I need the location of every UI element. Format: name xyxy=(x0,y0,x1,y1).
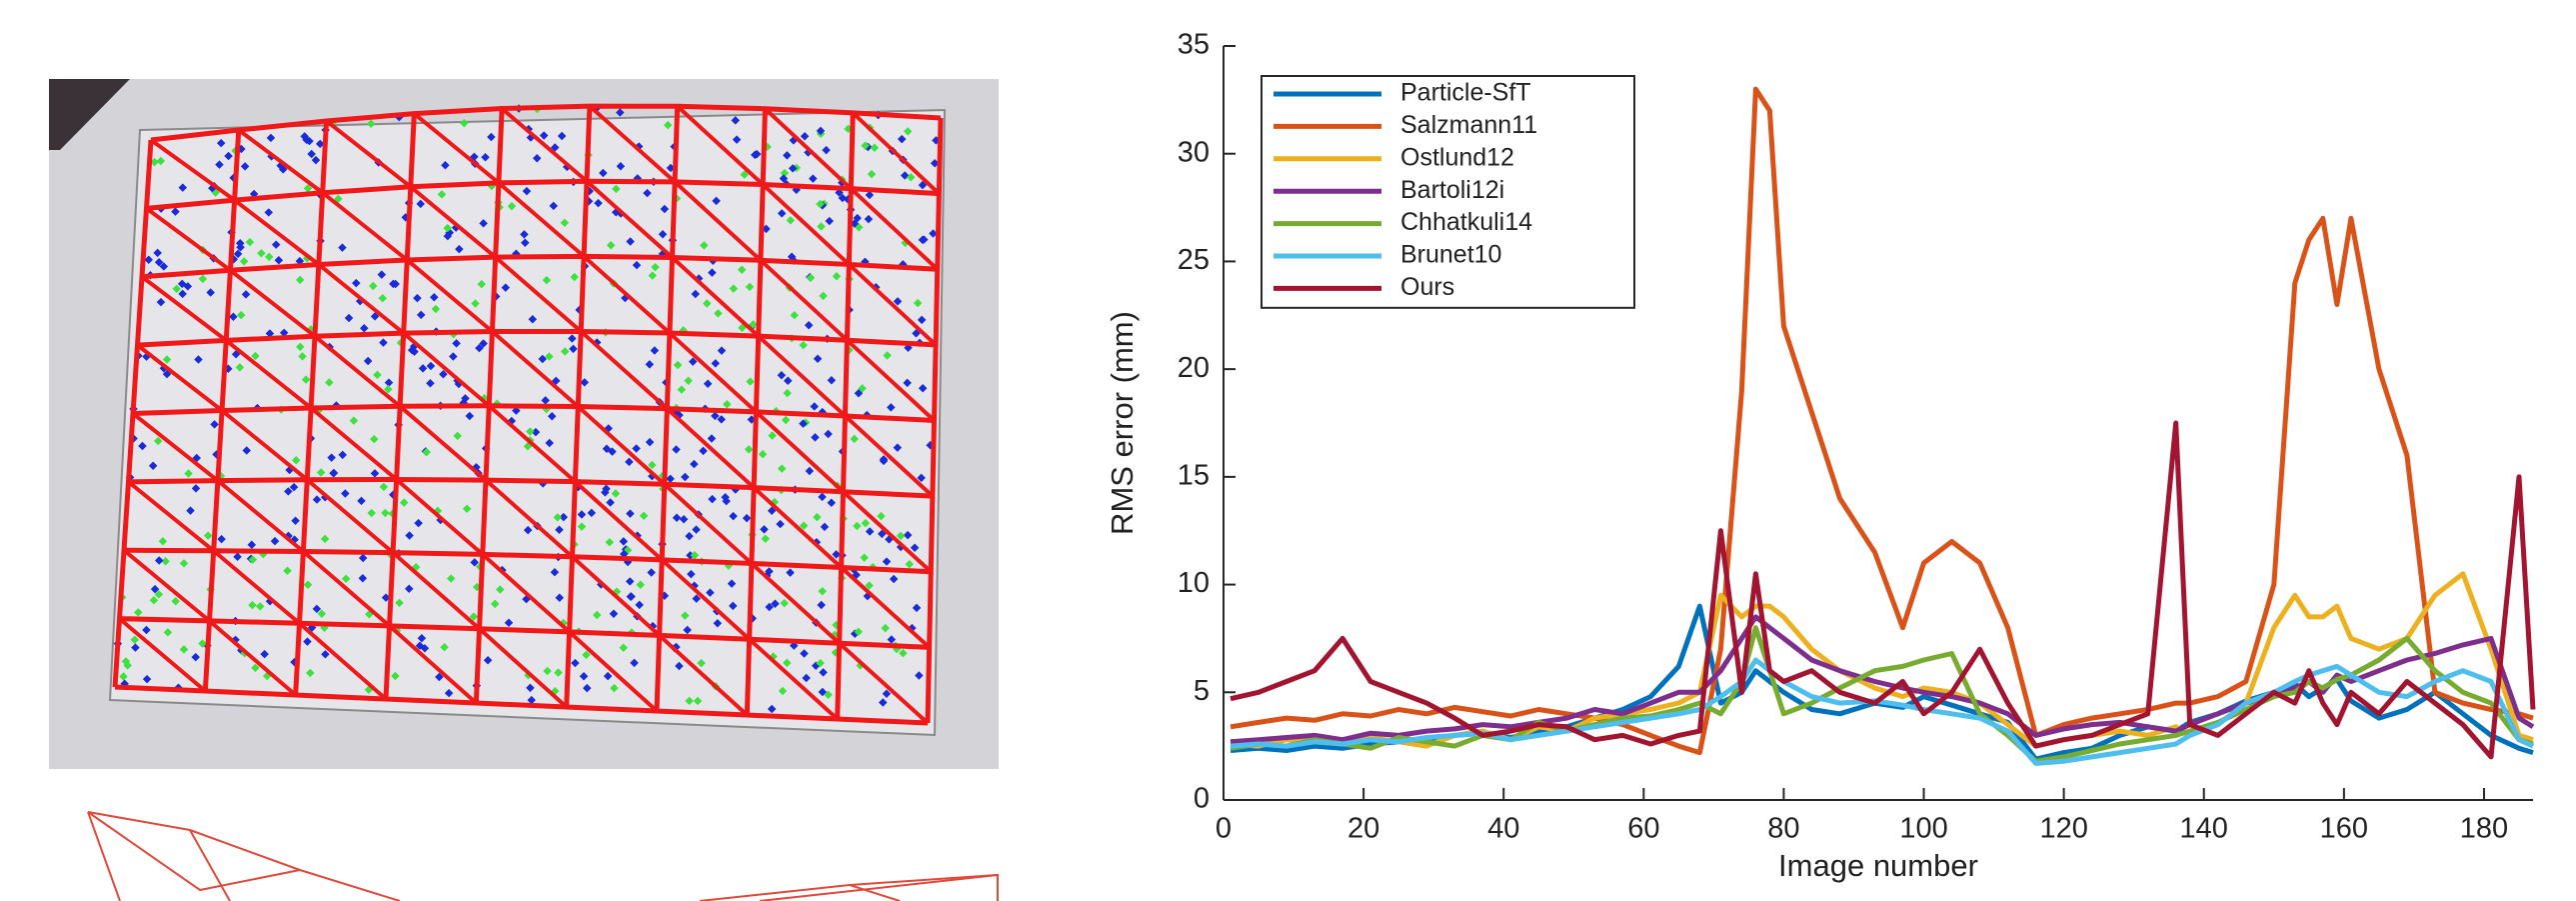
y-tick-label: 10 xyxy=(1178,567,1210,599)
series-line xyxy=(1231,423,2533,757)
x-tick-label: 140 xyxy=(2180,813,2228,845)
legend-label: Chhatkuli14 xyxy=(1400,208,1532,236)
y-tick-label: 0 xyxy=(1194,783,1210,815)
x-tick-label: 0 xyxy=(1216,813,1232,845)
y-tick-label: 25 xyxy=(1178,244,1210,276)
figure: 0 5 10 15 20 25 30 35 0 20 40 60 80 100 120 140 160 180 Im… xyxy=(0,0,2576,901)
y-tick-label: 30 xyxy=(1178,136,1210,168)
wire xyxy=(88,812,120,901)
y-axis-label: RMS error (mm) xyxy=(1105,311,1140,535)
x-tick-label: 160 xyxy=(2320,813,2368,845)
x-tick-label: 60 xyxy=(1627,813,1659,845)
x-tick-label: 180 xyxy=(2460,813,2508,845)
x-tick-label: 80 xyxy=(1767,813,1799,845)
legend-label: Bartoli12i xyxy=(1400,176,1504,204)
x-tick-label: 40 xyxy=(1487,813,1519,845)
series-line xyxy=(1231,628,2533,762)
y-tick-label: 5 xyxy=(1194,675,1210,707)
chart: 0 5 10 15 20 25 30 35 0 20 40 60 80 100 120 140 160 180 Im… xyxy=(1105,29,2533,884)
legend-label: Brunet10 xyxy=(1400,241,1501,269)
legend-label: Ours xyxy=(1400,273,1454,301)
wire xyxy=(190,830,230,901)
wireframe xyxy=(88,812,998,901)
page: {"chart_data": {"type": "line", "xlabel"… xyxy=(0,0,2576,901)
legend-label: Salzmann11 xyxy=(1400,111,1537,139)
y-tick-label: 20 xyxy=(1178,352,1210,384)
legend-label: Particle-SfT xyxy=(1400,79,1531,107)
y-tick-label: 15 xyxy=(1178,460,1210,492)
y-tick-label: 35 xyxy=(1178,29,1210,61)
x-tick-label: 120 xyxy=(2039,813,2087,845)
x-tick-label: 100 xyxy=(1899,813,1947,845)
wire xyxy=(88,812,400,901)
mesh-photo xyxy=(49,79,999,769)
legend-label: Ostlund12 xyxy=(1400,143,1514,171)
x-axis-label: Image number xyxy=(1778,848,1978,883)
x-tick-label: 20 xyxy=(1347,813,1379,845)
wire xyxy=(88,812,300,890)
wire xyxy=(760,875,998,901)
